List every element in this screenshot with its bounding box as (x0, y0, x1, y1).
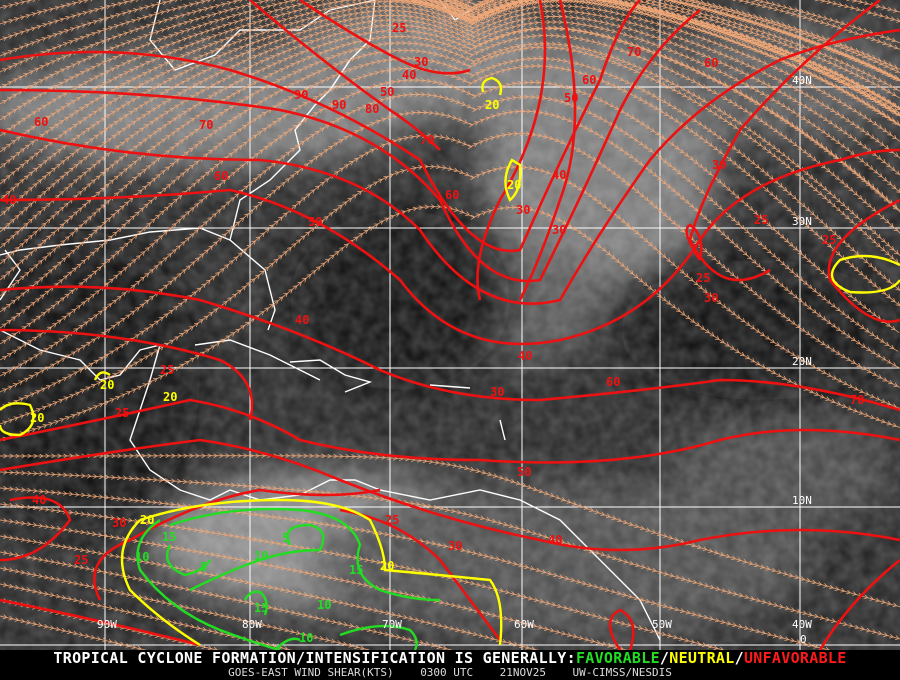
contour-label-unfavorable: 30 (516, 203, 530, 217)
lon-label: 60W (514, 618, 534, 631)
lat-label: 0 (800, 633, 807, 646)
contour-label-favorable: 5 (282, 531, 289, 545)
contour-label-favorable: 15 (254, 601, 268, 615)
contour-label-unfavorable: 30 (112, 516, 126, 530)
contour-label-unfavorable: 60 (606, 375, 620, 389)
product-date: 21NOV25 (499, 666, 547, 679)
contour-label-unfavorable: 40 (402, 68, 416, 82)
contour-label-favorable: 15 (349, 563, 363, 577)
contour-label-unfavorable: 60 (214, 169, 228, 183)
headline: TROPICAL CYCLONE FORMATION/INTENSIFICATI… (0, 650, 900, 667)
contour-label-unfavorable: 50 (308, 215, 322, 229)
lon-label: 50W (652, 618, 672, 631)
lat-label: 30N (792, 215, 812, 228)
separator: / (734, 649, 744, 667)
contour-label-unfavorable: 60 (704, 56, 718, 70)
contour-label-neutral: 20 (507, 178, 521, 192)
contour-label-unfavorable: 25 (160, 363, 174, 377)
contour-label-neutral: 20 (100, 378, 114, 392)
shear-contours-neutral (0, 76, 900, 647)
lon-label: 40W (792, 618, 812, 631)
lat-label: 10N (792, 494, 812, 507)
streamline (0, 616, 147, 650)
contour-label-unfavorable: 25 (754, 213, 768, 227)
lat-label: 40N (792, 74, 812, 87)
streamlines (0, 0, 900, 650)
contour-label-unfavorable: 40 (2, 193, 16, 207)
contour-label-unfavorable: 70 (420, 133, 434, 147)
streamline (270, 0, 900, 83)
contour-label-unfavorable: 70 (199, 118, 213, 132)
contour-label-unfavorable: 50 (564, 91, 578, 105)
shear-contours-unfavorable (0, 0, 900, 650)
lon-label: 90W (97, 618, 117, 631)
contour-label-unfavorable: 60 (582, 73, 596, 87)
contour-label-unfavorable: 25 (115, 406, 129, 420)
contour-label-unfavorable: 90 (332, 98, 346, 112)
contour-label-unfavorable: 60 (34, 115, 48, 129)
contour-label-unfavorable: 30 (448, 539, 462, 553)
contour-label-unfavorable: 80 (365, 102, 379, 116)
lon-label: 80W (242, 618, 262, 631)
contour-label-unfavorable: 25 (392, 21, 406, 35)
contour-label-unfavorable: 50 (380, 85, 394, 99)
contour-label-favorable: 15 (162, 530, 176, 544)
contour-label-unfavorable: 40 (548, 533, 562, 547)
contour-label-neutral: 20 (163, 390, 177, 404)
contour-label-unfavorable: 40 (552, 168, 566, 182)
product-name: GOES-EAST WIND SHEAR(KTS) (228, 666, 394, 679)
legend-unfavorable: UNFAVORABLE (743, 649, 847, 667)
contour-label-favorable: 5 (200, 560, 207, 574)
contour-label-unfavorable: 30 (490, 385, 504, 399)
contour-label-unfavorable: 25 (385, 513, 399, 527)
contour-label-unfavorable: 70 (627, 45, 641, 59)
footer-caption: TROPICAL CYCLONE FORMATION/INTENSIFICATI… (0, 650, 900, 680)
contour-label-unfavorable: 40 (295, 313, 309, 327)
lat-label: 20N (792, 355, 812, 368)
contour-label-unfavorable: 30 (552, 223, 566, 237)
contour-label-unfavorable: 30 (704, 291, 718, 305)
contour-label-unfavorable: 40 (32, 493, 46, 507)
product-time: 0300 UTC (420, 666, 474, 679)
legend-neutral: NEUTRAL (669, 649, 735, 667)
contour-label-neutral: 20 (485, 98, 499, 112)
contour-label-favorable: 10 (299, 631, 313, 645)
contour-label-unfavorable: 90 (294, 88, 308, 102)
contour-label-unfavorable: 50 (517, 465, 531, 479)
contour-label-unfavorable: 30 (712, 158, 726, 172)
shear-contours-favorable (136, 507, 441, 650)
contour-label-favorable: 10 (317, 598, 331, 612)
contour-label-neutral: 20 (140, 513, 154, 527)
contour-label-unfavorable: 70 (850, 393, 864, 407)
contour-label-unfavorable: 25 (696, 271, 710, 285)
product-source: UW-CIMSS/NESDIS (572, 666, 672, 679)
contour-label-unfavorable: 25 (822, 233, 836, 247)
contour-label-unfavorable: 40 (518, 349, 532, 363)
contour-label-unfavorable: 25 (74, 553, 88, 567)
contour-label-favorable: 10 (135, 550, 149, 564)
headline-text: TROPICAL CYCLONE FORMATION/INTENSIFICATI… (53, 649, 576, 667)
lon-label: 70W (382, 618, 402, 631)
contour-label-favorable: 10 (254, 549, 268, 563)
contour-label-unfavorable: 60 (445, 188, 459, 202)
streamline (0, 207, 900, 440)
product-info: GOES-EAST WIND SHEAR(KTS) 0300 UTC 21NOV… (0, 667, 900, 679)
contour-label-neutral: 20 (380, 559, 394, 573)
contour-label-unfavorable: 30 (414, 55, 428, 69)
grid-labels: 90W 80W 70W 60W 50W 40W 40N 30N 20N 10N 0 (97, 74, 812, 646)
separator: / (659, 649, 670, 667)
legend-favorable: FAVORABLE (575, 649, 660, 667)
contour-label-neutral: 20 (30, 411, 44, 425)
